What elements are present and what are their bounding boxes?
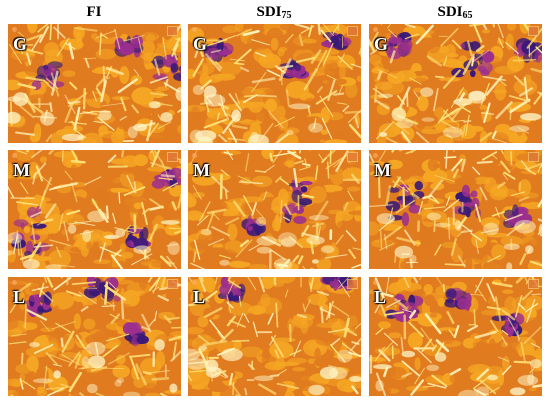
camera-marker-icon	[192, 153, 197, 158]
camera-marker-icon	[373, 153, 378, 158]
camera-indicator-icon	[347, 279, 358, 289]
camera-indicator-icon	[528, 26, 539, 36]
thermal-panel: L	[188, 277, 361, 396]
column-header-sdi75: SDI75	[256, 4, 292, 21]
camera-indicator-icon	[167, 152, 178, 162]
thermal-panel: M	[188, 150, 361, 269]
thermal-image	[188, 277, 361, 396]
thermal-image	[8, 24, 181, 143]
row-label: G	[374, 34, 389, 54]
thermal-panel: L	[369, 277, 542, 396]
thermal-image	[188, 24, 361, 143]
camera-indicator-icon	[528, 279, 539, 289]
camera-marker-icon	[12, 153, 17, 158]
row-label: M	[374, 160, 391, 180]
thermal-image	[369, 150, 542, 269]
thermal-panel: G	[8, 24, 181, 143]
camera-marker-icon	[192, 27, 197, 32]
camera-marker-icon	[12, 280, 17, 285]
camera-marker-icon	[12, 27, 17, 32]
camera-marker-icon	[192, 280, 197, 285]
thermal-image	[188, 150, 361, 269]
row-label: L	[374, 287, 387, 307]
column-header-fi: FI	[86, 4, 102, 20]
column-header-sdi65: SDI65	[437, 4, 473, 21]
thermal-panel: M	[8, 150, 181, 269]
row-label: L	[193, 287, 206, 307]
camera-indicator-icon	[528, 152, 539, 162]
camera-indicator-icon	[167, 26, 178, 36]
thermal-panel: G	[369, 24, 542, 143]
camera-marker-icon	[373, 280, 378, 285]
camera-indicator-icon	[347, 26, 358, 36]
row-label: M	[193, 160, 210, 180]
row-label: M	[13, 160, 30, 180]
camera-marker-icon	[373, 27, 378, 32]
thermal-panel: M	[369, 150, 542, 269]
thermal-image	[369, 277, 542, 396]
camera-indicator-icon	[167, 279, 178, 289]
row-label: G	[193, 34, 208, 54]
thermal-image	[8, 150, 181, 269]
thermal-panel: L	[8, 277, 181, 396]
camera-indicator-icon	[347, 152, 358, 162]
thermal-panel: G	[188, 24, 361, 143]
thermal-image	[8, 277, 181, 396]
row-label: L	[13, 287, 26, 307]
thermal-image	[369, 24, 542, 143]
row-label: G	[13, 34, 28, 54]
